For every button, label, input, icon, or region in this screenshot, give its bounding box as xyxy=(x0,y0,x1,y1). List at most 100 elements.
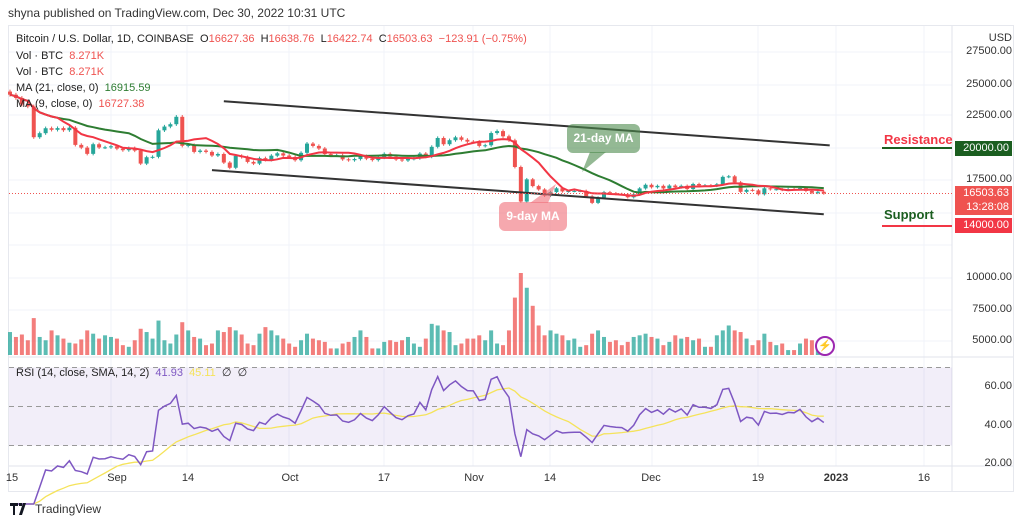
volume-bar xyxy=(103,335,108,355)
time-label: Oct xyxy=(281,472,299,484)
resistance-label: Resistance xyxy=(884,132,953,147)
candle-body xyxy=(61,128,66,131)
candle-body xyxy=(257,158,262,164)
volume-bar xyxy=(489,330,494,355)
candle-body xyxy=(31,106,36,138)
volume-bar xyxy=(774,345,779,355)
volume-bar xyxy=(198,338,203,355)
candle-body xyxy=(809,190,814,193)
volume-bar xyxy=(233,330,238,355)
volume-bar xyxy=(512,297,517,355)
candle-body xyxy=(572,190,577,192)
volume-bar xyxy=(97,338,102,355)
volume-bar xyxy=(435,325,440,355)
volume-bar xyxy=(174,334,179,355)
volume-bar xyxy=(483,340,488,355)
ma9-callout-tail xyxy=(530,184,556,203)
volume-bar xyxy=(215,330,220,355)
volume-bar xyxy=(471,338,476,355)
candle-body xyxy=(732,176,737,183)
volume-bar xyxy=(536,325,541,355)
volume-bar xyxy=(590,333,595,355)
volume-bar xyxy=(697,338,702,355)
volume-bar xyxy=(138,328,143,355)
volume-bar xyxy=(144,332,149,355)
footer: TradingView xyxy=(10,502,101,516)
volume-bar xyxy=(293,346,298,355)
candle-body xyxy=(530,179,535,187)
volume-bar xyxy=(85,330,90,355)
candle-body xyxy=(447,140,452,145)
volume-bar xyxy=(578,346,583,355)
candle-body xyxy=(180,116,185,146)
candle-body xyxy=(25,104,30,107)
tradingview-logo-icon xyxy=(10,503,26,515)
candle-body xyxy=(643,184,648,189)
candle-body xyxy=(370,158,375,161)
candle-body xyxy=(518,166,523,202)
candle-body xyxy=(233,155,238,168)
volume-bar xyxy=(114,338,119,355)
volume-bar xyxy=(91,333,96,355)
candle-body xyxy=(209,151,214,156)
volume-bar xyxy=(221,332,226,355)
candle-body xyxy=(405,158,410,161)
volume-bar xyxy=(394,341,399,355)
time-label-year: 2023 xyxy=(823,472,849,484)
volume-bar xyxy=(376,348,381,355)
volume-legend-1[interactable]: Vol · BTC 8.271K xyxy=(16,50,105,62)
volume-bar xyxy=(786,350,791,355)
open-value: 16627.36 xyxy=(208,33,255,45)
volume-bar xyxy=(364,336,369,355)
volume-bar xyxy=(637,335,642,355)
candle-body xyxy=(8,91,12,95)
support-price-tag: 14000.00 xyxy=(955,218,1012,233)
candle-body xyxy=(459,137,464,140)
ma9-legend[interactable]: MA (9, close, 0) 16727.38 xyxy=(16,98,145,110)
candle-body xyxy=(186,145,191,147)
candle-body xyxy=(364,156,369,159)
candle-body xyxy=(198,150,203,152)
volume-bar xyxy=(281,338,286,355)
close-value: 16503.63 xyxy=(386,33,433,45)
volume-bar xyxy=(251,345,256,355)
lightning-icon[interactable]: ⚡ xyxy=(815,336,835,356)
symbol-title[interactable]: Bitcoin / U.S. Dollar, 1D, COINBASE xyxy=(16,33,194,45)
candle-body xyxy=(227,162,232,168)
price-label: 17500.00 xyxy=(966,173,1012,185)
volume-bar xyxy=(352,336,357,355)
ma21-legend[interactable]: MA (21, close, 0) 16915.59 xyxy=(16,82,151,94)
volume-bar xyxy=(310,338,315,355)
volume-bar xyxy=(506,330,511,355)
candle-body xyxy=(501,131,506,137)
rsi-axis-label: 20.00 xyxy=(984,457,1012,469)
candle-body xyxy=(103,147,108,149)
bar-countdown: 13:28:08 xyxy=(966,201,1009,213)
volume-bar xyxy=(465,338,470,355)
candle-body xyxy=(275,153,280,156)
volume-bar xyxy=(19,334,24,355)
candle-body xyxy=(483,145,488,147)
candle-body xyxy=(661,185,666,189)
volume-bar xyxy=(209,343,214,355)
volume-bar xyxy=(554,333,559,355)
volume-bar xyxy=(257,333,262,355)
volume-bar xyxy=(738,332,743,355)
volume-label: 5000.00 xyxy=(972,334,1012,346)
resistance-price-tag: 20000.00 xyxy=(955,141,1012,156)
volume-bar xyxy=(245,343,250,355)
volume-bar xyxy=(340,343,345,355)
volume-bar xyxy=(607,341,612,355)
volume-legend-2[interactable]: Vol · BTC 8.271K xyxy=(16,66,105,78)
rsi-legend[interactable]: RSI (14, close, SMA, 14, 2) 41.93 45.11 … xyxy=(16,367,248,379)
candle-body xyxy=(85,147,90,154)
volume-bar xyxy=(263,327,268,355)
volume-bar xyxy=(162,340,167,355)
volume-bar xyxy=(631,336,636,355)
time-label: 17 xyxy=(377,472,391,484)
candle-body xyxy=(67,127,72,131)
volume-bar xyxy=(168,343,173,355)
time-label: Nov xyxy=(464,472,484,484)
volume-bar xyxy=(441,330,446,355)
